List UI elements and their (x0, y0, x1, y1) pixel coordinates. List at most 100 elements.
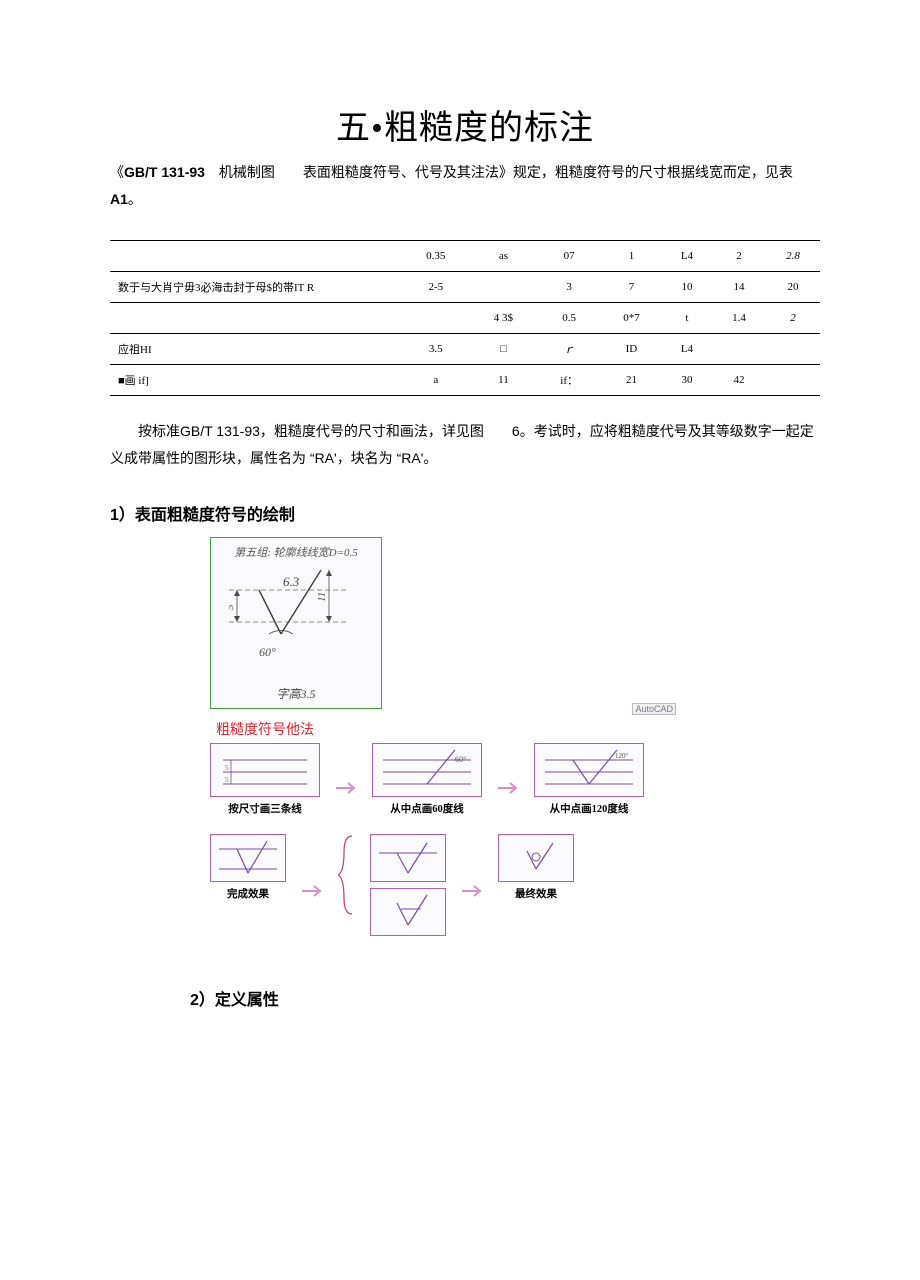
step-box (498, 834, 574, 882)
svg-text:5: 5 (225, 764, 229, 772)
cell (766, 334, 820, 365)
table-row: 0.35 as 07 1 L4 2 2.8 (110, 241, 820, 272)
attr-name: RA' (315, 450, 337, 466)
cell (110, 303, 402, 334)
table-row: 数于与大肖宁毋3必海击封于母$的帯IT R 2-5 3 7 10 14 20 (110, 272, 820, 303)
cell: 应祖HI (110, 334, 402, 365)
step1-svg: 5 5 (211, 744, 319, 796)
roughness-symbol-svg: 5 11 6.3 60° (229, 562, 369, 682)
cell: 42 (712, 365, 766, 396)
cell: 20 (766, 272, 820, 303)
step-box (370, 888, 446, 936)
table-row: 4 3$ 0.5 0*7 t 1.4 2 (110, 303, 820, 334)
arrow-icon (334, 780, 358, 796)
arrow-icon (460, 883, 484, 899)
table-ref: A1 (110, 191, 128, 207)
fig2-row-1: 5 5 按尺寸画三条线 60° (210, 743, 670, 816)
table-row: 应祖HI 3.5 □ ｒ ID L4 (110, 334, 820, 365)
std-code: GB/T 131-93 (124, 164, 205, 180)
cell: 4 3$ (470, 303, 538, 334)
figure-roughness-symbol: 第五组: 轮廓线线宽D=0.5 5 11 6.3 60° 字高3.5 (210, 537, 382, 709)
step-label: 从中点画60度线 (390, 801, 464, 816)
cell: ■画 if] (110, 365, 402, 396)
t: 表面粗糙度符号、代号及其注法》规定，粗糙度符号的尺寸根据线宽而定，见表 (275, 164, 793, 180)
cell: t (662, 303, 712, 334)
cell: 21 (601, 365, 662, 396)
dim-left: 5 (229, 604, 236, 610)
cell: 2 (766, 303, 820, 334)
step-label: 最终效果 (515, 886, 557, 901)
fig1-bottom-label: 字高3.5 (211, 685, 381, 702)
cell: L4 (662, 241, 712, 272)
step-1: 5 5 按尺寸画三条线 (210, 743, 320, 816)
cell: 14 (712, 272, 766, 303)
final-svg (499, 835, 573, 881)
cell: 2.8 (766, 241, 820, 272)
cell (470, 272, 538, 303)
brace-icon (338, 834, 356, 896)
cell: if： (537, 365, 601, 396)
step-3: 120° 从中点画120度线 (534, 743, 644, 816)
fig1-title: 第五组: 轮廓线线宽D=0.5 (211, 544, 381, 560)
cell: 2-5 (402, 272, 470, 303)
figure-method-steps: AutoCAD 粗糙度符号他法 5 5 按尺寸画三条线 (210, 719, 670, 936)
step2-svg: 60° (373, 744, 481, 796)
cell: 3 (537, 272, 601, 303)
cell: 0.35 (402, 241, 470, 272)
fig2-caption: 粗糙度符号他法 (216, 719, 670, 739)
cell: □ (470, 334, 538, 365)
t: ，块名为 “ (337, 450, 402, 466)
cell (712, 334, 766, 365)
step-2: 60° 从中点画60度线 (372, 743, 482, 816)
cell: 1.4 (712, 303, 766, 334)
paragraph-2: 按标准GB/T 131-93，粗糙度代号的尺寸和画法，详见图 6。考试时，应将粗… (110, 418, 820, 471)
t: 。 (128, 191, 142, 207)
step-label: 从中点画120度线 (550, 801, 629, 816)
step-final: 最终效果 (498, 834, 574, 901)
dim-right: 11 (316, 592, 328, 602)
cell: 3.5 (402, 334, 470, 365)
step-box (370, 834, 446, 882)
svg-text:120°: 120° (615, 752, 629, 760)
cell (766, 365, 820, 396)
section-2-heading: 2）定义属性 (190, 986, 820, 1010)
step-box: 120° (534, 743, 644, 797)
step-box (210, 834, 286, 882)
cell: ID (601, 334, 662, 365)
data-table: 0.35 as 07 1 L4 2 2.8 数于与大肖宁毋3必海击封于母$的帯I… (110, 240, 820, 396)
cell: 2 (712, 241, 766, 272)
step-box: 5 5 (210, 743, 320, 797)
table-a1: 0.35 as 07 1 L4 2 2.8 数于与大肖宁毋3必海击封于母$的帯I… (110, 240, 820, 396)
t: 按标准GB/T 131-93，粗糙度代号的尺寸和画法，详见图 (138, 423, 484, 439)
step3-svg: 120° (535, 744, 643, 796)
cell: 0.5 (537, 303, 601, 334)
cell: 0*7 (601, 303, 662, 334)
step-complete: 完成效果 (210, 834, 286, 901)
angle-label: 60° (259, 645, 276, 659)
t: 。 (423, 450, 437, 466)
arrow-icon (496, 780, 520, 796)
autocad-badge: AutoCAD (632, 703, 676, 715)
step-label: 按尺寸画三条线 (228, 801, 302, 816)
svg-text:5: 5 (225, 776, 229, 784)
cell: ｒ (537, 334, 601, 365)
cell: a (402, 365, 470, 396)
main-title: 五•粗糙度的标注 (110, 100, 820, 149)
cell: 07 (537, 241, 601, 272)
cell (110, 241, 402, 272)
vee-variants (370, 834, 446, 936)
t: 《 (110, 164, 124, 180)
intro-paragraph: 《GB/T 131-93 机械制图 表面粗糙度符号、代号及其注法》规定，粗糙度符… (110, 159, 820, 212)
t: ■画 if] (118, 375, 149, 387)
section-1-heading: 1）表面粗糙度符号的绘制 (110, 501, 820, 525)
step-label: 完成效果 (227, 886, 269, 901)
cell: 30 (662, 365, 712, 396)
cell: 7 (601, 272, 662, 303)
cell: 10 (662, 272, 712, 303)
cell: 数于与大肖宁毋3必海击封于母$的帯IT R (110, 272, 402, 303)
ra-value: 6.3 (283, 574, 300, 589)
t: 机械制图 (205, 164, 275, 180)
table-row: ■画 if] a 11 if： 21 30 42 (110, 365, 820, 396)
cell: L4 (662, 334, 712, 365)
cell: 11 (470, 365, 538, 396)
